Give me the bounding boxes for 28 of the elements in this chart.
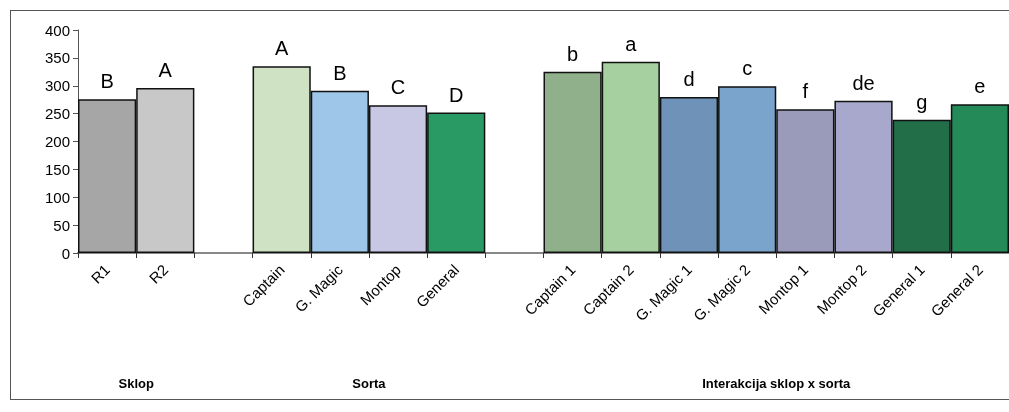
- y-tick-label: 50: [53, 216, 70, 234]
- data-label: a: [625, 32, 638, 55]
- data-label: A: [158, 58, 173, 81]
- y-tick-label: 0: [61, 244, 70, 262]
- data-label: f: [802, 80, 809, 103]
- x-tick-label: R1: [87, 260, 114, 287]
- data-label: B: [333, 61, 347, 84]
- data-label: de: [852, 71, 875, 94]
- y-tick-label: 400: [44, 21, 70, 39]
- data-label: A: [274, 37, 289, 60]
- text: Interakcija sklop x sorta: [702, 375, 852, 391]
- data-label: g: [916, 90, 928, 113]
- y-tick-label: 250: [44, 105, 70, 123]
- y-tick-label: 200: [44, 133, 70, 150]
- data-label: e: [974, 75, 986, 98]
- data-label: B: [100, 70, 114, 93]
- data-label: C: [390, 76, 406, 99]
- y-tick-label: 150: [44, 160, 70, 178]
- x-tick-label: R2: [145, 260, 172, 287]
- data-label: D: [448, 83, 464, 106]
- y-tick-label: 300: [44, 77, 70, 95]
- data-label: b: [567, 42, 579, 65]
- text: Sorta: [352, 375, 387, 391]
- text: Sklop: [118, 375, 154, 391]
- y-tick-label: 350: [44, 49, 70, 67]
- y-tick-label: 100: [44, 188, 70, 206]
- data-label: d: [683, 67, 695, 90]
- data-label: c: [742, 57, 753, 80]
